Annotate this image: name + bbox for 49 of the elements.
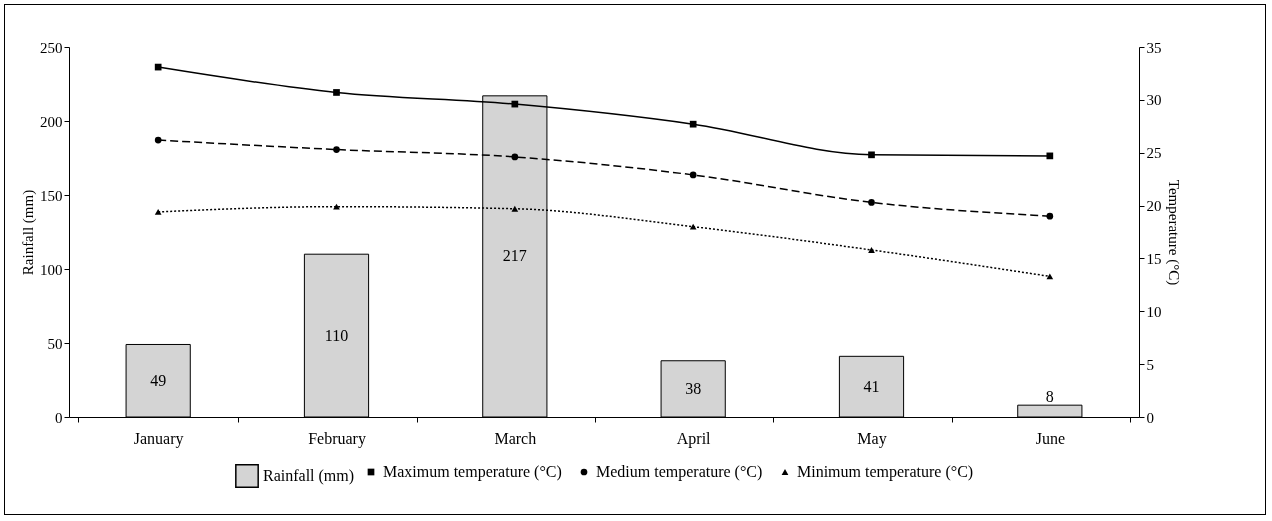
data-label: 38: [685, 379, 702, 397]
point: [154, 136, 162, 144]
point: [868, 247, 875, 253]
point: [689, 120, 697, 128]
y-tick-label: 250: [40, 39, 63, 56]
point: [333, 146, 340, 153]
point: [333, 203, 340, 210]
point: [511, 153, 519, 161]
y2-tick-label: 25: [1146, 145, 1162, 162]
point: [868, 151, 875, 159]
point: [1046, 212, 1054, 220]
y2-tick-label: 35: [1146, 39, 1162, 56]
y-tick-label: 100: [40, 261, 63, 278]
y2-tick-label: 0: [1146, 409, 1154, 426]
y2-axis-title: Temperature (°C): [1164, 179, 1182, 286]
x-tick-label: May: [857, 429, 887, 448]
legend-label: Rainfall (mm): [263, 467, 355, 485]
legend-label: Minimum temperature (°C): [797, 463, 974, 481]
point: [689, 223, 697, 230]
y2-tick-label: 30: [1146, 92, 1162, 109]
data-label: 41: [863, 377, 880, 395]
y2-tick-label: 10: [1146, 303, 1162, 320]
x-tick-label: April: [676, 429, 712, 448]
x-tick-label: January: [133, 429, 184, 448]
point: [154, 63, 162, 71]
point: [1046, 152, 1054, 160]
data-label: 8: [1045, 388, 1054, 406]
point: [689, 171, 697, 179]
data-label: 217: [502, 247, 527, 265]
data-label: 49: [150, 371, 167, 389]
x-tick-label: March: [494, 429, 537, 447]
point: [511, 100, 519, 108]
point: [511, 205, 519, 212]
x-tick-label: February: [308, 429, 366, 448]
point: [333, 89, 340, 96]
y-tick-label: 150: [40, 187, 63, 204]
y-tick-label: 200: [40, 113, 63, 130]
y-tick-label: 50: [47, 335, 63, 352]
y2-tick-label: 20: [1146, 198, 1162, 215]
legend-label: Maximum temperature (°C): [383, 463, 562, 481]
y2-tick-label: 15: [1146, 250, 1162, 267]
legend-label: Medium temperature (°C): [596, 463, 763, 481]
point: [154, 209, 162, 215]
y2-tick-label: 5: [1146, 356, 1154, 373]
x-tick-label: June: [1035, 429, 1065, 447]
y-tick-label: 0: [55, 409, 63, 426]
data-label: 110: [324, 326, 349, 344]
y-axis-title: Rainfall (mm): [20, 189, 37, 276]
point: [868, 199, 875, 206]
